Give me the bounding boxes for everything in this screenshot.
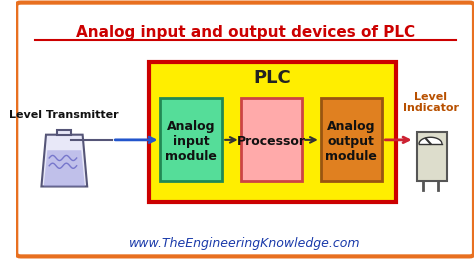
FancyBboxPatch shape: [16, 3, 474, 256]
Text: Analog input and output devices of PLC: Analog input and output devices of PLC: [75, 25, 415, 40]
Text: Analog
output
module: Analog output module: [325, 120, 377, 163]
FancyBboxPatch shape: [240, 98, 302, 181]
Text: Analog
input
module: Analog input module: [165, 120, 217, 163]
FancyBboxPatch shape: [320, 98, 383, 181]
Text: Level
Indicator: Level Indicator: [402, 91, 458, 113]
FancyBboxPatch shape: [417, 132, 447, 181]
Polygon shape: [41, 135, 87, 186]
Text: Level Transmitter: Level Transmitter: [9, 110, 119, 120]
Text: PLC: PLC: [254, 69, 292, 87]
Text: www.TheEngineeringKnowledge.com: www.TheEngineeringKnowledge.com: [129, 237, 361, 250]
FancyBboxPatch shape: [160, 98, 222, 181]
FancyBboxPatch shape: [149, 62, 396, 202]
Text: Processor: Processor: [237, 135, 306, 148]
Polygon shape: [44, 150, 85, 186]
Polygon shape: [57, 130, 71, 135]
